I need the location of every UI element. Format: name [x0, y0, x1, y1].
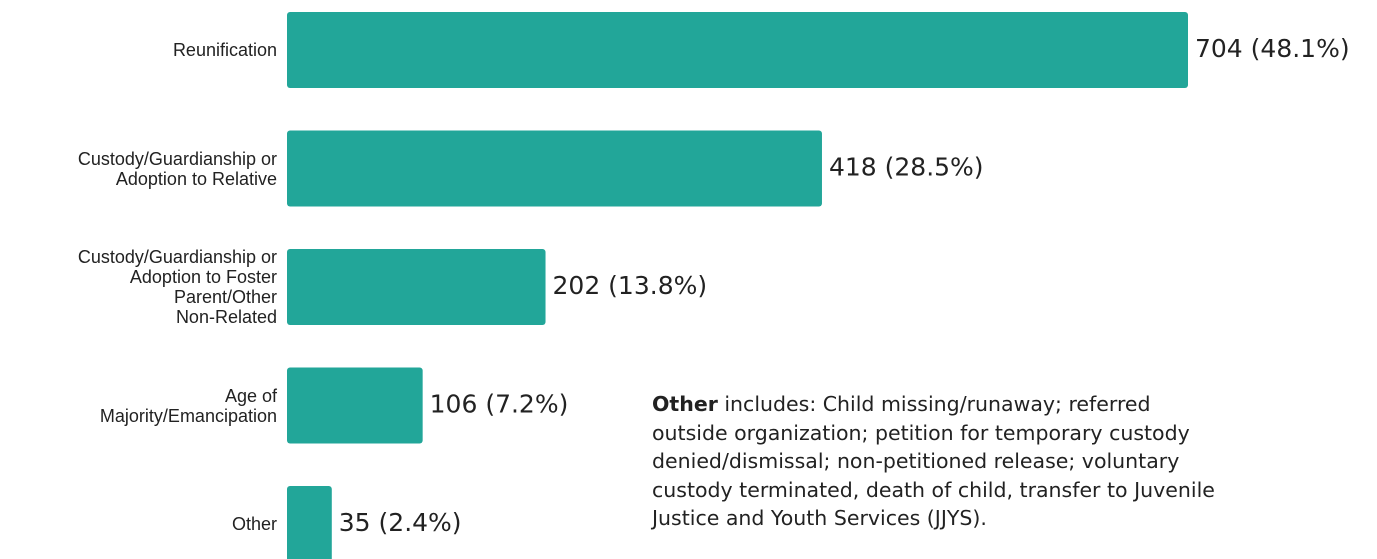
- value-label: 35 (2.4%): [339, 508, 462, 537]
- category-label: Reunification: [172, 40, 277, 60]
- category-label: Custody/Guardianship or Adoption to Fost…: [77, 247, 277, 327]
- category-label: Age of Majority/Emancipation: [99, 385, 277, 426]
- bar: [287, 130, 822, 207]
- bar: [287, 367, 423, 444]
- annotation-bold: Other: [652, 392, 718, 416]
- value-label: 704 (48.1%): [1195, 34, 1350, 63]
- bar: [287, 249, 546, 325]
- annotation-text: includes: Child missing/runaway; referre…: [652, 392, 1215, 531]
- category-label: Custody/Guardianship or Adoption to Rela…: [77, 148, 277, 189]
- bar: [287, 12, 1188, 88]
- annotation: Other includes: Child missing/runaway; r…: [652, 390, 1215, 533]
- value-label: 106 (7.2%): [430, 390, 569, 419]
- category-label: Other: [231, 514, 277, 534]
- value-label: 202 (13.8%): [553, 271, 708, 300]
- bar: [287, 486, 332, 559]
- value-label: 418 (28.5%): [829, 153, 984, 182]
